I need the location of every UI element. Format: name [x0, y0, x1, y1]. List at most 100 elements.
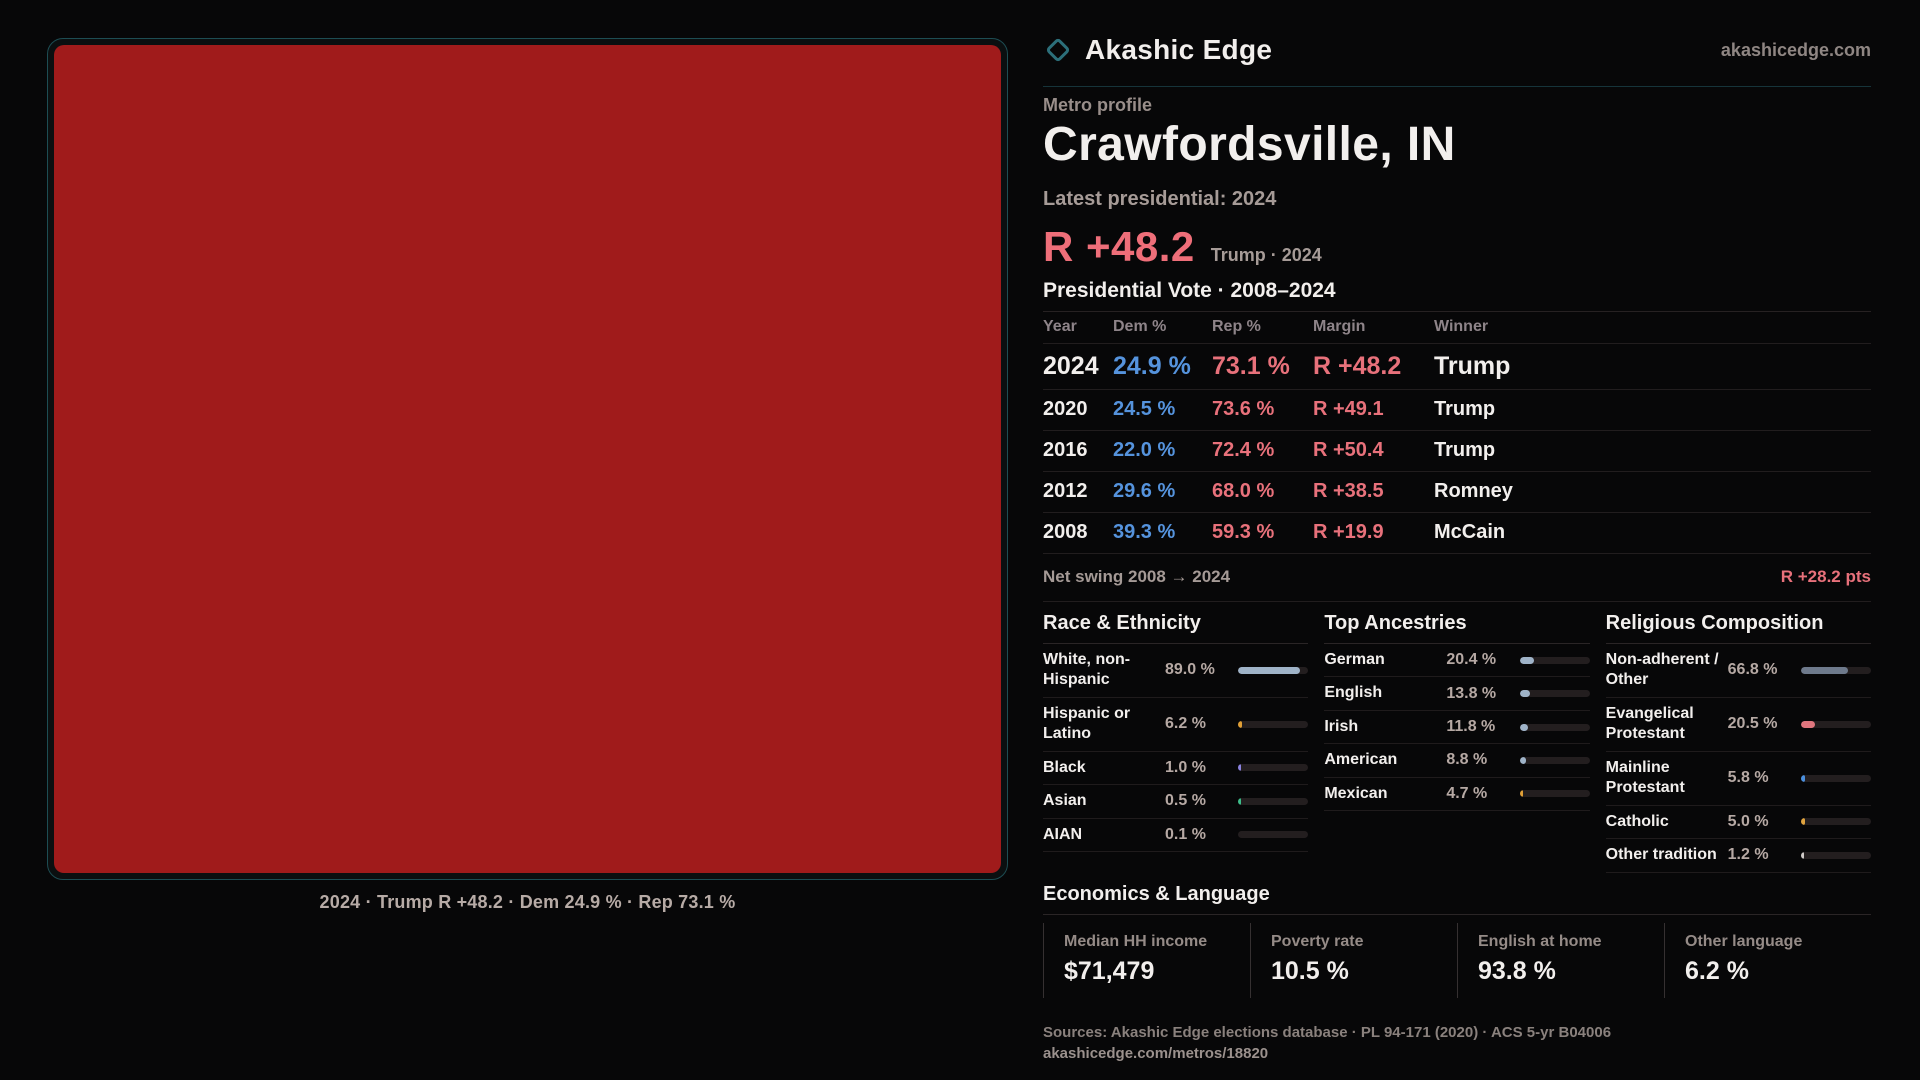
item-label: German: [1324, 650, 1385, 668]
cell-rep-pct: 73.1 %: [1212, 351, 1290, 380]
item-bar-fill: [1801, 720, 1815, 728]
item-label: Catholic: [1605, 812, 1669, 830]
headline-margin-row: R +48.2 Trump · 2024: [1043, 222, 1871, 270]
site-link[interactable]: akashicedge.com: [1720, 39, 1871, 60]
vote-table: Year Dem % Rep % Margin Winner 2024 24.9 % 7…: [1043, 310, 1871, 602]
list-item: Hispanic or Latino 6.2 %: [1043, 698, 1309, 752]
diamond-logo-icon: [1045, 37, 1071, 63]
item-label: English: [1324, 684, 1383, 702]
list-item: American 8.8 %: [1324, 744, 1590, 778]
table-row: 2008 39.3 % 59.3 % R +19.9 McCain: [1043, 513, 1871, 554]
table-row: 2024 24.9 % 73.1 % R +48.2 Trump: [1043, 344, 1871, 390]
metro-map-shape[interactable]: [54, 45, 1001, 873]
column-header: Dem %: [1113, 318, 1167, 336]
vote-table-body: 2024 24.9 % 73.1 % R +48.2 Trump 2020 24…: [1043, 344, 1871, 554]
item-value: 6.2 %: [1165, 715, 1206, 733]
item-value: 8.8 %: [1446, 751, 1488, 769]
item-bar-track: [1519, 723, 1590, 731]
section-title: Race & Ethnicity: [1043, 602, 1309, 644]
table-row: 2020 24.5 % 73.6 % R +49.1 Trump: [1043, 390, 1871, 431]
list-item: Irish 11.8 %: [1324, 711, 1590, 745]
cell-winner: McCain: [1434, 521, 1506, 544]
list-item: Black 1.0 %: [1043, 752, 1309, 786]
stat-value: 93.8 %: [1478, 956, 1556, 985]
cell-year: 2012: [1043, 480, 1088, 503]
cell-dem-pct: 22.0 %: [1113, 439, 1176, 462]
list-item: Catholic 5.0 %: [1605, 806, 1871, 840]
stat-label: Poverty rate: [1271, 932, 1364, 950]
item-bar-track: [1519, 656, 1590, 664]
column-header: Year: [1043, 318, 1077, 336]
section-title: Religious Composition: [1605, 602, 1871, 644]
item-bar-fill: [1519, 756, 1526, 764]
item-value: 1.2 %: [1727, 846, 1769, 864]
item-bar-fill: [1238, 764, 1242, 772]
item-bar-fill: [1801, 666, 1848, 674]
stat-label: English at home: [1478, 932, 1602, 950]
section-title: Top Ancestries: [1324, 602, 1590, 644]
item-bar-fill: [1238, 666, 1301, 674]
item-value: 89.0 %: [1165, 661, 1215, 679]
item-label: Asian: [1043, 792, 1087, 810]
cell-dem-pct: 24.5 %: [1113, 398, 1176, 421]
cell-rep-pct: 73.6 %: [1212, 398, 1275, 421]
permalink[interactable]: akashicedge.com/metros/18820: [1043, 1044, 1269, 1062]
cell-dem-pct: 39.3 %: [1113, 521, 1176, 544]
item-label: Mainline Protestant: [1605, 758, 1685, 797]
cell-year: 2008: [1043, 521, 1088, 544]
item-bar-track: [1238, 764, 1309, 772]
item-value: 13.8 %: [1446, 684, 1497, 702]
list-item: Asian 0.5 %: [1043, 785, 1309, 819]
item-bar-track: [1801, 818, 1871, 826]
item-label: Non-adherent / Other: [1605, 650, 1719, 689]
item-label: Evangelical Protestant: [1605, 704, 1694, 743]
item-value: 66.8 %: [1727, 661, 1778, 679]
stat-block: Poverty rate 10.5 %: [1250, 922, 1457, 998]
item-value: 1.0 %: [1165, 758, 1206, 776]
item-bar-track: [1801, 774, 1871, 782]
cell-margin: R +48.2: [1313, 351, 1402, 380]
item-bar-track: [1238, 831, 1309, 839]
item-value: 11.8 %: [1446, 718, 1496, 736]
list-item: Non-adherent / Other 66.8 %: [1605, 644, 1871, 698]
economics-stats-row: Median HH income $71,479 Poverty rate 10…: [1043, 922, 1871, 998]
list-item: AIAN 0.1 %: [1043, 819, 1309, 853]
item-bar-track: [1238, 666, 1309, 674]
item-label: White, non-Hispanic: [1043, 650, 1131, 689]
item-bar-track: [1238, 720, 1309, 728]
cell-dem-pct: 24.9 %: [1113, 351, 1191, 380]
list-item: Other tradition 1.2 %: [1605, 839, 1871, 873]
cell-rep-pct: 68.0 %: [1212, 480, 1275, 503]
economics-title: Economics & Language: [1043, 883, 1871, 915]
item-bar-fill: [1519, 723, 1528, 731]
item-bar-fill: [1519, 790, 1523, 798]
item-bar-fill: [1801, 818, 1805, 826]
cell-winner: Trump: [1434, 398, 1496, 421]
item-value: 5.8 %: [1727, 769, 1769, 787]
list-item: German 20.4 %: [1324, 644, 1590, 678]
item-bar-fill: [1238, 797, 1242, 805]
cell-margin: R +38.5: [1313, 480, 1384, 503]
item-value: 20.4 %: [1446, 651, 1497, 669]
cell-rep-pct: 59.3 %: [1212, 521, 1275, 544]
column-header: Margin: [1313, 318, 1366, 336]
metro-profile-panel: Akashic Edge akashicedge.com Metro profi…: [1043, 28, 1871, 1062]
stat-label: Median HH income: [1064, 932, 1208, 950]
cell-margin: R +49.1: [1313, 398, 1384, 421]
kicker-label: Metro profile: [1043, 95, 1153, 115]
stat-value: 6.2 %: [1685, 956, 1749, 985]
section-rows: White, non-Hispanic 89.0 % Hispanic or L…: [1043, 644, 1309, 853]
map-column: 2024 · Trump R +48.2 · Dem 24.9 % · Rep …: [47, 38, 1008, 913]
column-header: Rep %: [1212, 318, 1261, 336]
cell-winner: Romney: [1434, 480, 1513, 503]
stat-label: Other language: [1685, 932, 1803, 950]
section-rows: Non-adherent / Other 66.8 % Evangelical …: [1605, 644, 1871, 873]
cell-winner: Trump: [1434, 439, 1496, 462]
latest-presidential-label: Latest presidential: 2024: [1043, 187, 1277, 210]
stat-value: $71,479: [1064, 956, 1155, 985]
item-bar-fill: [1801, 851, 1804, 859]
brand-name: Akashic Edge: [1085, 34, 1273, 65]
headline-margin-value: R +48.2: [1043, 222, 1195, 270]
column-header: Winner: [1434, 318, 1489, 336]
stat-value: 10.5 %: [1271, 956, 1349, 985]
